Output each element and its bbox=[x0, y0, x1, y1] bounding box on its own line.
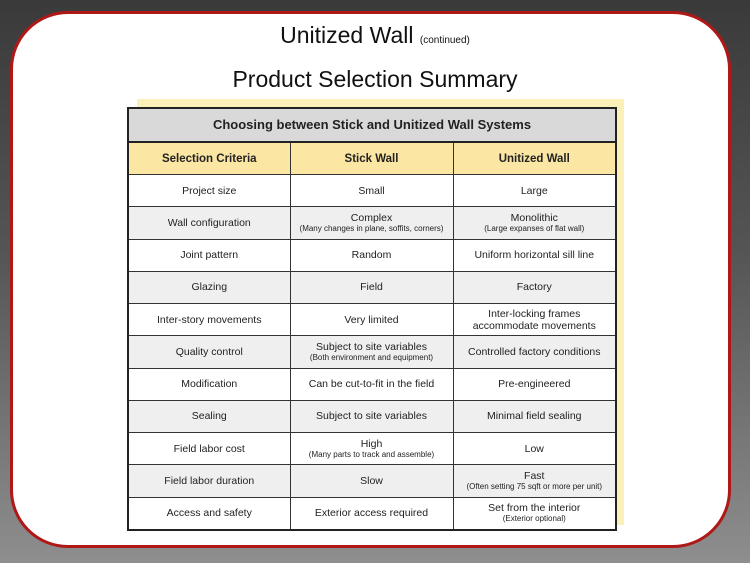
stick-wall-cell-text: Slow bbox=[360, 475, 383, 488]
criteria-cell: Sealing bbox=[127, 399, 291, 434]
stick-wall-cell-text: Complex bbox=[350, 211, 393, 224]
stick-wall-cell: Exterior access required bbox=[289, 496, 454, 531]
title-text: Unitized Wall bbox=[280, 22, 414, 48]
criteria-cell: Modification bbox=[127, 367, 291, 401]
stick-wall-cell-text: Very limited bbox=[344, 313, 399, 326]
unitized-wall-cell-text: Uniform horizontal sill line bbox=[474, 249, 595, 262]
stick-wall-cell-text: Can be cut-to-fit in the field bbox=[308, 378, 435, 391]
table-row: Project size Small Large bbox=[127, 173, 617, 208]
unitized-wall-cell-text: Large bbox=[520, 184, 548, 197]
table-row: Wall configuration Complex (Many changes i… bbox=[127, 206, 617, 240]
criteria-cell: Wall configuration bbox=[127, 206, 291, 240]
unitized-wall-cell: Factory bbox=[452, 270, 617, 305]
criteria-cell-text: Access and safety bbox=[166, 507, 252, 520]
unitized-wall-cell: Pre-engineered bbox=[452, 367, 617, 401]
criteria-cell-text: Project size bbox=[182, 184, 237, 197]
unitized-wall-cell: Inter-locking frames accommodate movemen… bbox=[452, 303, 617, 337]
unitized-wall-cell: Uniform horizontal sill line bbox=[452, 238, 617, 272]
table-row: Modification Can be cut-to-fit in the fie… bbox=[127, 367, 617, 401]
unitized-wall-cell-text: Fast bbox=[524, 470, 545, 483]
slide-title: Unitized Wall (continued) bbox=[0, 22, 750, 49]
criteria-cell: Inter-story movements bbox=[127, 303, 291, 337]
table-row: Field labor duration Slow Fast (Often setti… bbox=[127, 464, 617, 498]
unitized-wall-cell: Fast (Often setting 75 sqft or more per u… bbox=[452, 464, 617, 498]
stick-wall-cell-text: Subject to site variables bbox=[316, 410, 427, 423]
table-row: Joint pattern Random Uniform horizontal si… bbox=[127, 238, 617, 272]
stick-wall-cell-text: Exterior access required bbox=[314, 507, 429, 520]
criteria-cell-text: Field labor cost bbox=[173, 442, 245, 455]
unitized-wall-cell-note: (Exterior optional) bbox=[502, 514, 566, 524]
stick-wall-cell-text: High bbox=[360, 437, 383, 450]
stick-wall-cell-text: Small bbox=[358, 184, 385, 197]
unitized-wall-cell-text: Monolithic bbox=[510, 211, 558, 224]
unitized-wall-cell-note: (Large expanses of flat wall) bbox=[484, 223, 585, 233]
criteria-cell-text: Modification bbox=[181, 378, 238, 391]
stick-wall-cell-text: Field bbox=[360, 281, 383, 294]
stick-wall-cell: Very limited bbox=[289, 303, 454, 337]
criteria-cell: Quality control bbox=[127, 335, 291, 369]
stick-wall-cell: Can be cut-to-fit in the field bbox=[289, 367, 454, 401]
stick-wall-cell-note: (Many parts to track and assemble) bbox=[308, 449, 435, 459]
unitized-wall-cell-note: (Often setting 75 sqft or more per unit) bbox=[466, 482, 603, 492]
criteria-cell-text: Wall configuration bbox=[167, 216, 251, 229]
header-unitized-wall: Unitized Wall bbox=[452, 141, 617, 175]
stick-wall-cell-text: Subject to site variables bbox=[316, 340, 427, 353]
criteria-cell-text: Sealing bbox=[191, 410, 227, 423]
table-row: Sealing Subject to site variables Minimal … bbox=[127, 399, 617, 434]
stick-wall-cell: Complex (Many changes in plane, soffits, … bbox=[289, 206, 454, 240]
unitized-wall-cell-text: Low bbox=[524, 442, 544, 455]
unitized-wall-cell: Controlled factory conditions bbox=[452, 335, 617, 369]
stick-wall-cell-text: Random bbox=[351, 249, 392, 262]
unitized-wall-cell: Monolithic (Large expanses of flat wall) bbox=[452, 206, 617, 240]
criteria-cell-text: Quality control bbox=[175, 345, 243, 358]
stick-wall-cell: Slow bbox=[289, 464, 454, 498]
unitized-wall-cell-text: Set from the interior bbox=[488, 502, 581, 515]
table-row: Quality control Subject to site variables… bbox=[127, 335, 617, 369]
slide-subtitle: Product Selection Summary bbox=[232, 66, 518, 92]
table-row: Access and safety Exterior access require… bbox=[127, 496, 617, 531]
table-row: Glazing Field Factory bbox=[127, 270, 617, 305]
stick-wall-cell: Subject to site variables (Both environme… bbox=[289, 335, 454, 369]
criteria-cell-text: Joint pattern bbox=[180, 249, 239, 262]
criteria-cell-text: Glazing bbox=[191, 281, 228, 294]
criteria-cell-text: Field labor duration bbox=[164, 475, 255, 488]
stick-wall-cell-note: (Both environment and equipment) bbox=[309, 352, 434, 362]
column-headers: Selection Criteria Stick Wall Unitized W… bbox=[127, 141, 617, 175]
unitized-wall-cell: Large bbox=[452, 173, 617, 208]
unitized-wall-cell: Low bbox=[452, 432, 617, 466]
unitized-wall-cell-text: Pre-engineered bbox=[498, 378, 571, 391]
title-suffix: (continued) bbox=[419, 35, 470, 46]
table-row: Inter-story movements Very limited Inter-l… bbox=[127, 303, 617, 337]
criteria-cell: Field labor cost bbox=[127, 432, 291, 466]
stick-wall-cell-note: (Many changes in plane, soffits, corners… bbox=[299, 223, 444, 233]
criteria-cell: Glazing bbox=[127, 270, 291, 305]
table-row: Field labor cost High (Many parts to track… bbox=[127, 432, 617, 466]
criteria-cell: Joint pattern bbox=[127, 238, 291, 272]
unitized-wall-cell-text: Controlled factory conditions bbox=[468, 345, 601, 358]
stick-wall-cell: Subject to site variables bbox=[289, 399, 454, 434]
criteria-cell: Access and safety bbox=[127, 496, 291, 531]
table-caption: Choosing between Stick and Unitized Wall… bbox=[127, 107, 617, 143]
stick-wall-cell: High (Many parts to track and assemble) bbox=[289, 432, 454, 466]
unitized-wall-cell: Set from the interior (Exterior optional) bbox=[452, 496, 617, 531]
unitized-wall-cell-text: Minimal field sealing bbox=[486, 410, 582, 423]
unitized-wall-cell-text: Inter-locking frames accommodate movemen… bbox=[472, 307, 596, 332]
comparison-table: Choosing between Stick and Unitized Wall… bbox=[127, 107, 618, 531]
criteria-cell: Project size bbox=[127, 173, 291, 208]
stick-wall-cell: Random bbox=[289, 238, 454, 272]
criteria-cell-text: Inter-story movements bbox=[157, 313, 262, 326]
stick-wall-cell: Field bbox=[289, 270, 454, 305]
header-stick-wall: Stick Wall bbox=[289, 141, 454, 175]
unitized-wall-cell-text: Factory bbox=[516, 281, 552, 294]
stick-wall-cell: Small bbox=[289, 173, 454, 208]
criteria-cell: Field labor duration bbox=[127, 464, 291, 498]
unitized-wall-cell: Minimal field sealing bbox=[452, 399, 617, 434]
header-selection-criteria: Selection Criteria bbox=[127, 141, 291, 175]
